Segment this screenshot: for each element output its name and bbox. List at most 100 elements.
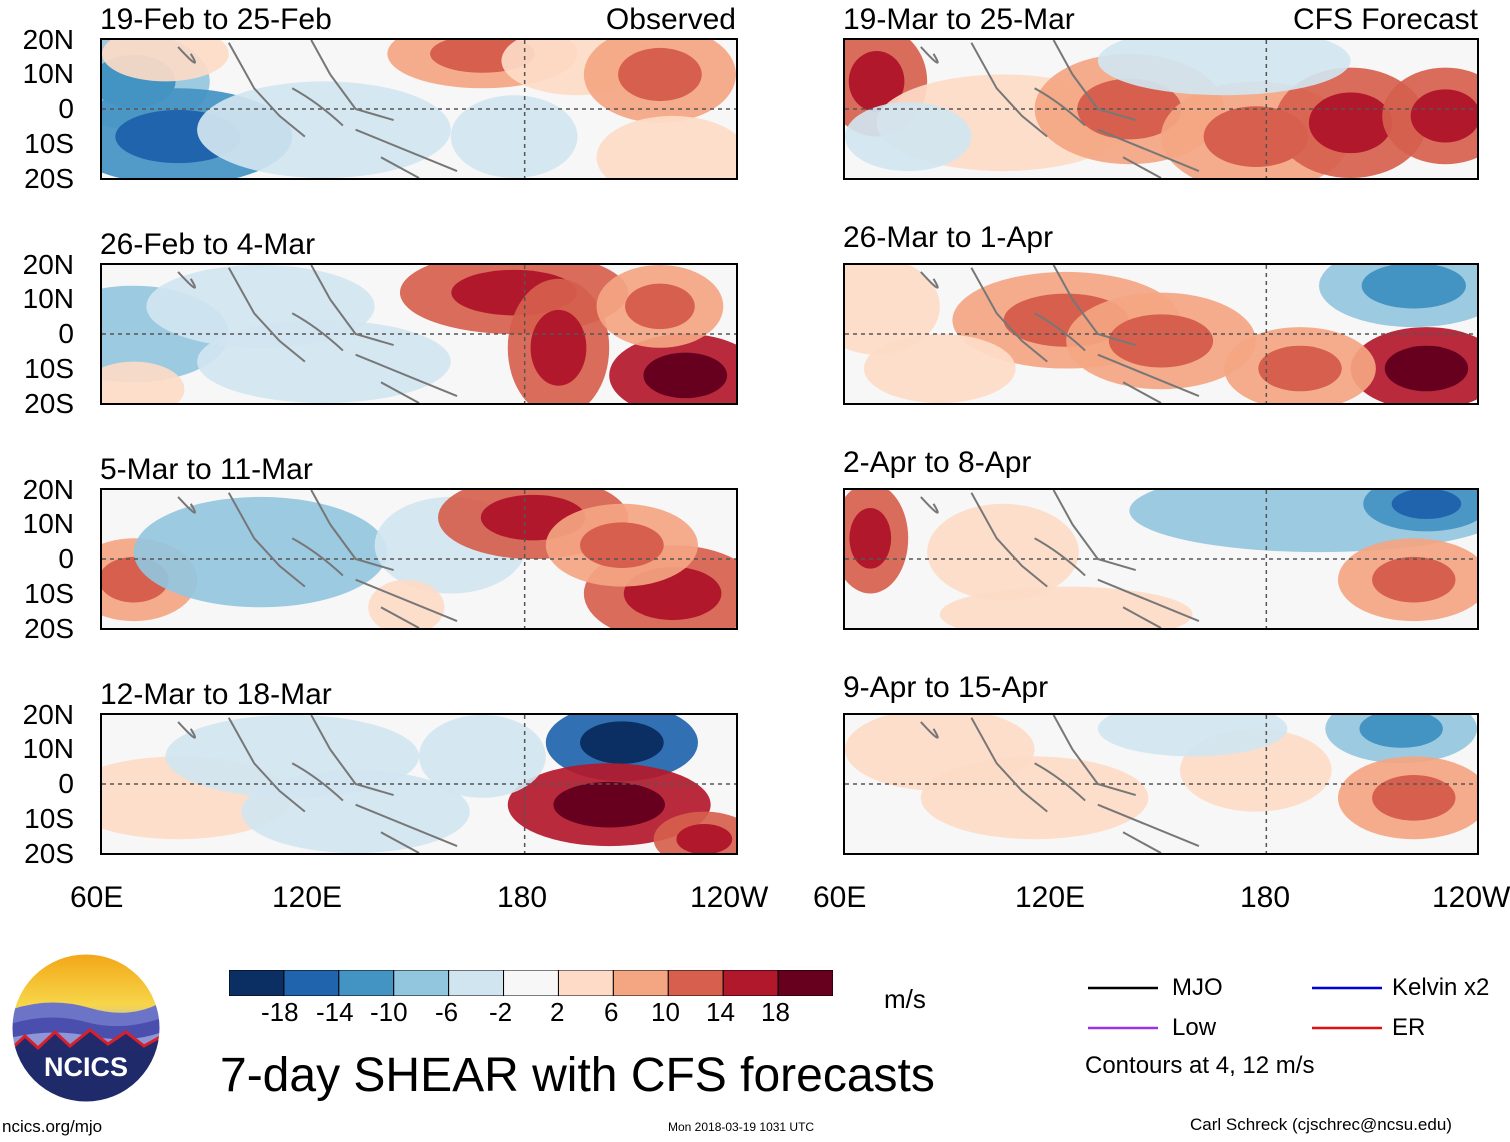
shear-anomaly-7 — [102, 40, 229, 82]
forecast-label: CFS Forecast — [1292, 3, 1478, 36]
legend-line-low — [1088, 1026, 1158, 1030]
coastline — [177, 40, 458, 178]
shear-core-4 — [1372, 775, 1456, 821]
cbar-tick-3: -10 — [370, 997, 408, 1027]
lon-tick-60e-right: 60E — [813, 881, 867, 914]
shear-anomaly-7 — [419, 715, 546, 798]
heatmap-3 — [102, 490, 736, 628]
legend-line-er — [1312, 1026, 1382, 1030]
shear-anomaly-8 — [102, 361, 185, 403]
legend-label-mjo: MJO — [1172, 974, 1223, 1001]
lon-tick-180-left: 180 — [497, 881, 548, 914]
map-panel-3 — [100, 488, 738, 630]
coastline — [177, 265, 458, 403]
coastline — [177, 490, 458, 628]
shear-anomaly-7 — [863, 334, 1016, 403]
panel-title-4: 12-Mar to 18-Mar — [100, 678, 332, 711]
shear-anomaly-1 — [845, 265, 940, 355]
lat-tick-20n-4: 20N — [22, 699, 74, 730]
cbar-tick-1: -18 — [261, 997, 299, 1027]
legend-label-low: Low — [1172, 1014, 1217, 1041]
shear-core-5 — [1372, 556, 1456, 603]
shear-core-5 — [553, 781, 665, 828]
legend-label-er: ER — [1392, 1014, 1426, 1041]
footer-url[interactable]: ncics.org/mjo — [2, 1117, 103, 1136]
lat-tick-10s-3: 10S — [24, 578, 74, 609]
lon-tick-120w-left: 120W — [690, 881, 769, 914]
shear-core-6 — [580, 522, 664, 568]
shear-core-5 — [1384, 345, 1469, 392]
shear-core-5 — [530, 309, 587, 386]
heatmap-7 — [845, 490, 1477, 628]
lat-tick-10n-4: 10N — [22, 733, 74, 764]
lon-tick-120w-right: 120W — [1432, 883, 1510, 913]
shear-anomaly-6 — [1097, 715, 1288, 757]
shear-anomaly-6 — [939, 586, 1193, 628]
colorbar-swatch-3 — [338, 970, 395, 996]
heatmap-5 — [845, 40, 1477, 178]
cbar-tick-6: 2 — [550, 997, 565, 1027]
ncics-logo: NCICS — [11, 953, 161, 1103]
panel-title-5: 19-Mar to 25-Mar — [843, 3, 1075, 36]
cbar-tick-7: 6 — [604, 997, 619, 1027]
shear-core-4 — [1391, 490, 1462, 519]
shear-anomaly-2 — [927, 503, 1079, 601]
shear-core-1 — [848, 51, 905, 112]
panel-title-8: 9-Apr to 15-Apr — [843, 671, 1049, 704]
lat-tick-20n-3: 20N — [22, 474, 74, 505]
panel-title-1: 19-Feb to 25-Feb — [100, 3, 332, 36]
colorbar — [229, 970, 833, 996]
cbar-tick-8: 10 — [651, 997, 680, 1027]
lat-tick-20s-4: 20S — [24, 838, 74, 869]
shear-core-3 — [1077, 78, 1182, 140]
map-panel-1 — [100, 38, 738, 180]
footer-timestamp: Mon 2018-03-19 1031 UTC — [668, 1120, 815, 1134]
colorbar-swatch-7 — [557, 970, 614, 996]
heatmap-6 — [845, 265, 1477, 403]
panel-title-7: 2-Apr to 8-Apr — [843, 446, 1032, 479]
heatmap-1 — [102, 40, 736, 178]
lat-tick-10s-2: 10S — [24, 353, 74, 384]
map-panel-5 — [843, 38, 1479, 180]
colorbar-swatch-6 — [503, 970, 559, 996]
lat-tick-20s-2: 20S — [24, 388, 74, 419]
shear-anomaly-3 — [241, 770, 470, 853]
colorbar-swatch-1 — [229, 970, 285, 996]
coastline — [920, 265, 1200, 403]
map-panel-6 — [843, 263, 1479, 405]
footer-author: Carl Schreck (cjschrec@ncsu.edu) — [1190, 1115, 1452, 1134]
heatmap-8 — [845, 715, 1477, 853]
shear-anomaly-7 — [1097, 40, 1351, 96]
shear-core-3 — [1108, 314, 1214, 368]
map-panel-8 — [843, 713, 1479, 855]
shear-core-4 — [580, 721, 664, 764]
shear-anomaly-3 — [197, 81, 451, 178]
shear-core-6 — [1410, 89, 1477, 143]
panel-title-2: 26-Feb to 4-Mar — [100, 228, 316, 261]
shear-core-3 — [1359, 715, 1443, 748]
lat-tick-20n-1: 20N — [22, 24, 74, 55]
shear-core-7 — [625, 283, 695, 330]
lat-tick-10n-1: 10N — [22, 58, 74, 89]
lon-tick-60e-left: 60E — [70, 881, 124, 914]
lat-tick-10n-3: 10N — [22, 508, 74, 539]
lon-tick-120e-right: 120E — [1015, 881, 1086, 914]
lat-tick-0-4: 0 — [58, 768, 74, 799]
legend-label-kelvin: Kelvin x2 — [1392, 974, 1490, 1001]
shear-core-5 — [1308, 92, 1393, 154]
shear-anomaly-8 — [450, 95, 578, 178]
shear-core-6 — [643, 352, 728, 399]
heatmap-4 — [102, 715, 736, 853]
shear-anomaly-2 — [133, 496, 388, 608]
colorbar-swatch-5 — [448, 970, 505, 996]
map-panel-2 — [100, 263, 738, 405]
lat-tick-20n-2: 20N — [22, 249, 74, 280]
heatmap-2 — [102, 265, 736, 403]
map-panel-4 — [100, 713, 738, 855]
coastline — [920, 40, 1200, 178]
lat-tick-10n-2: 10N — [22, 283, 74, 314]
legend-line-mjo — [1088, 986, 1158, 990]
lat-tick-0-2: 0 — [58, 318, 74, 349]
shear-anomaly-3 — [197, 320, 451, 403]
shear-core-6 — [676, 824, 733, 853]
